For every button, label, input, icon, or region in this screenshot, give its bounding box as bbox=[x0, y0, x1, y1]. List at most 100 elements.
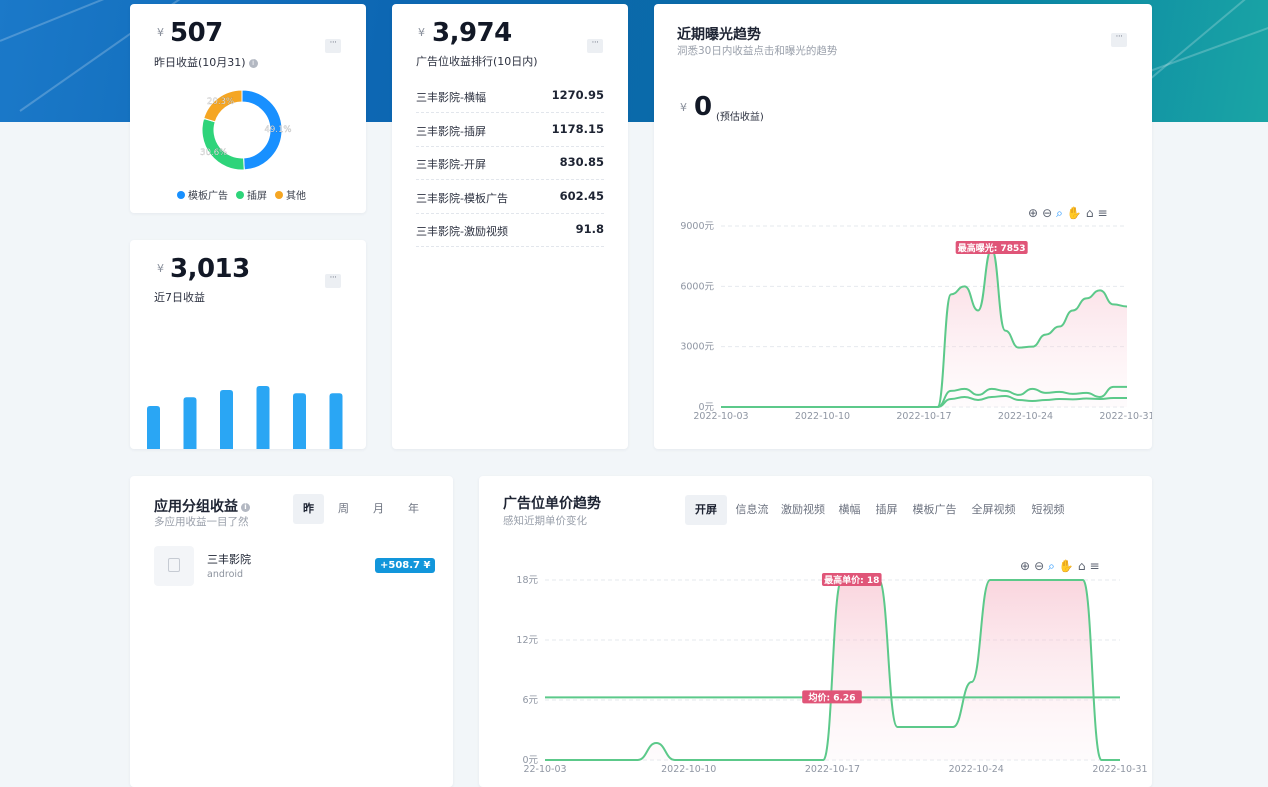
y-tick-label: 18元 bbox=[516, 575, 538, 586]
tab-1[interactable]: 信息流 bbox=[735, 503, 769, 516]
menu-icon[interactable]: ≡ bbox=[1097, 206, 1108, 220]
donut-legend: 模板广告 插屏 其他 bbox=[177, 187, 306, 202]
ranking-row[interactable]: 三丰影院-插屏 1178.15 bbox=[416, 114, 604, 147]
avg-price-marker: 均价: 6.26 bbox=[809, 691, 856, 703]
app-group-card: 应用分组收益 i 多应用收益一目了然 昨 周 月 年 三丰影院 android +508… bbox=[130, 476, 453, 787]
week-bar-4 bbox=[293, 393, 306, 449]
x-tick-label: 2022-10-24 bbox=[998, 411, 1053, 422]
week-bar-1 bbox=[183, 397, 197, 449]
pan-hand-icon[interactable]: ✋ bbox=[1066, 206, 1082, 220]
home-icon[interactable]: ⌂ bbox=[1085, 206, 1094, 220]
week-bar-chart bbox=[147, 386, 343, 449]
x-tick-label: 22-10-03 bbox=[523, 764, 566, 775]
unit-price-title: 广告位单价趋势 bbox=[503, 496, 601, 512]
tab-0[interactable]: 开屏 bbox=[685, 495, 727, 525]
tab-0[interactable]: 昨 bbox=[293, 494, 324, 524]
ranking-row-name: 三丰影院-激励视频 bbox=[416, 225, 508, 238]
legend-label: 插屏 bbox=[247, 191, 267, 202]
more-button[interactable]: ··· bbox=[325, 39, 341, 53]
week-revenue-card: ¥ 3,013 近7日收益 ··· bbox=[130, 240, 366, 449]
revenue-donut-chart: 49.1% 30.6% 20.3% bbox=[200, 89, 292, 171]
magnify-icon[interactable]: ⌕ bbox=[1056, 206, 1063, 220]
ranking-row[interactable]: 三丰影院-开屏 830.85 bbox=[416, 147, 604, 180]
legend-item[interactable]: 其他 bbox=[275, 187, 306, 202]
avg-price-marker-bg bbox=[802, 690, 862, 704]
legend-dot bbox=[177, 190, 185, 199]
y-tick-label: 0元 bbox=[698, 402, 714, 413]
pan-hand-icon[interactable]: ✋ bbox=[1058, 559, 1074, 573]
chart-toolbar: ⊕ ⊖ ⌕ ✋ ⌂ ≡ bbox=[1020, 560, 1100, 572]
tab-3[interactable]: 年 bbox=[408, 502, 419, 515]
series-line-2 bbox=[721, 394, 1127, 408]
info-icon[interactable]: i bbox=[241, 502, 250, 512]
tab-7[interactable]: 短视频 bbox=[1031, 503, 1065, 516]
tab-4[interactable]: 插屏 bbox=[875, 503, 898, 516]
exposure-amount: 0 bbox=[694, 92, 712, 122]
tab-2[interactable]: 月 bbox=[373, 502, 384, 515]
week-bar-5 bbox=[329, 393, 343, 449]
week-bar-2 bbox=[220, 390, 233, 449]
ranking-row-value: 1178.15 bbox=[551, 121, 604, 136]
zoom-in-icon[interactable]: ⊕ bbox=[1020, 559, 1031, 573]
app-group-title: 应用分组收益 i bbox=[154, 496, 250, 516]
more-button[interactable]: ··· bbox=[587, 39, 603, 53]
legend-item[interactable]: 插屏 bbox=[236, 187, 267, 202]
series-area bbox=[721, 249, 1127, 407]
ranking-row[interactable]: 三丰影院-模板广告 602.45 bbox=[416, 181, 604, 214]
y-tick-label: 6元 bbox=[522, 695, 538, 706]
chart-toolbar: ⊕ ⊖ ⌕ ✋ ⌂ ≡ bbox=[1028, 207, 1108, 219]
x-tick-label: 2022-10-10 bbox=[795, 411, 850, 422]
legend-dot bbox=[275, 190, 283, 199]
currency-symbol: ¥ bbox=[418, 26, 425, 39]
yesterday-label-text: 昨日收益(10月31) bbox=[154, 56, 246, 69]
x-tick-label: 2022-10-24 bbox=[949, 764, 1004, 775]
ranking-row-name: 三丰影院-开屏 bbox=[416, 158, 486, 171]
max-price-marker: 最高单价: 18 bbox=[824, 574, 879, 586]
yesterday-revenue-card: ¥ 507 昨日收益(10月31) i ··· 49.1% 30.6% 20.3% 模… bbox=[130, 4, 366, 213]
legend-label: 模板广告 bbox=[188, 191, 228, 202]
ranking-row[interactable]: 三丰影院-激励视频 91.8 bbox=[416, 214, 604, 247]
app-icon-box bbox=[154, 546, 194, 586]
max-price-marker-bg bbox=[821, 573, 882, 586]
zoom-in-icon[interactable]: ⊕ bbox=[1028, 206, 1039, 220]
tab-3[interactable]: 横幅 bbox=[838, 503, 861, 516]
more-button[interactable]: ··· bbox=[325, 274, 341, 288]
donut-slice-1 bbox=[201, 117, 245, 171]
tab-6[interactable]: 全屏视频 bbox=[971, 503, 1016, 516]
app-name[interactable]: 三丰影院 bbox=[207, 553, 251, 566]
y-tick-label: 9000元 bbox=[680, 221, 714, 232]
app-revenue-badge: +508.7 ¥ bbox=[375, 558, 436, 573]
ranking-label: 广告位收益排行(10日内) bbox=[416, 55, 538, 68]
week-bar-3 bbox=[256, 386, 270, 449]
donut-slice-2 bbox=[203, 89, 243, 123]
week-label: 近7日收益 bbox=[154, 291, 205, 304]
donut-label-1: 30.6% bbox=[200, 148, 227, 158]
info-icon[interactable]: i bbox=[248, 58, 258, 68]
x-tick-label: 2022-10-17 bbox=[805, 764, 860, 775]
app-group-title-text: 应用分组收益 bbox=[154, 499, 238, 515]
tab-2[interactable]: 激励视频 bbox=[781, 503, 825, 516]
magnify-icon[interactable]: ⌕ bbox=[1048, 559, 1055, 573]
unit-price-desc: 感知近期单价变化 bbox=[503, 515, 587, 527]
exposure-trend-card: 近期曝光趋势 洞悉30日内收益点击和曝光的趋势 ··· ¥ 0 (预估收益) ⊕… bbox=[654, 4, 1152, 449]
yesterday-label: 昨日收益(10月31) i bbox=[154, 54, 258, 70]
legend-item[interactable]: 模板广告 bbox=[177, 187, 228, 202]
home-icon[interactable]: ⌂ bbox=[1077, 559, 1086, 573]
week-bar-0 bbox=[147, 406, 160, 449]
currency-symbol: ¥ bbox=[157, 26, 164, 39]
zoom-out-icon[interactable]: ⊖ bbox=[1042, 206, 1053, 220]
ranking-row[interactable]: 三丰影院-横幅 1270.95 bbox=[416, 80, 604, 113]
zoom-out-icon[interactable]: ⊖ bbox=[1034, 559, 1045, 573]
more-button[interactable]: ··· bbox=[1111, 33, 1127, 47]
y-tick-label: 12元 bbox=[516, 635, 538, 646]
tab-1[interactable]: 周 bbox=[338, 502, 349, 515]
ranking-row-value: 830.85 bbox=[559, 155, 604, 169]
ranking-row-name: 三丰影院-插屏 bbox=[416, 124, 486, 138]
menu-icon[interactable]: ≡ bbox=[1089, 559, 1100, 573]
ranking-row-name: 三丰影院-横幅 bbox=[416, 91, 486, 104]
y-tick-label: 6000元 bbox=[680, 281, 714, 292]
tab-5[interactable]: 模板广告 bbox=[912, 503, 957, 516]
x-tick-label: 2022-10-17 bbox=[896, 411, 951, 422]
legend-dot bbox=[236, 190, 244, 199]
x-tick-label: 2022-10-31 bbox=[1092, 764, 1147, 775]
